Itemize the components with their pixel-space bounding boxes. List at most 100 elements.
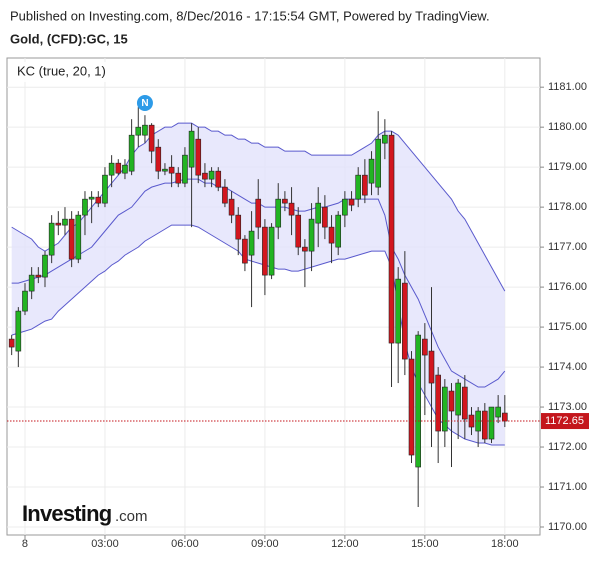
- x-tick-label: 12:00: [331, 538, 359, 550]
- candle-body: [202, 172, 208, 180]
- candle-body: [148, 124, 155, 152]
- candle-body: [42, 254, 48, 278]
- candle-body: [288, 202, 295, 216]
- event-marker-label: N: [141, 98, 148, 109]
- candle-body: [128, 134, 135, 172]
- y-tick-label: 1172.00: [548, 441, 587, 453]
- candle-body: [488, 406, 495, 440]
- candle-body: [482, 410, 488, 440]
- candle-body: [402, 282, 408, 360]
- candle-body: [462, 386, 468, 420]
- candle-body: [302, 246, 308, 252]
- candle-body: [315, 202, 322, 224]
- candle-body: [28, 274, 35, 292]
- candle-body: [348, 198, 355, 206]
- last-price-label: 1172.65: [545, 415, 584, 427]
- candle-body: [295, 214, 302, 248]
- event-marker: [136, 95, 153, 111]
- overlay: 1172.65 N: [7, 95, 589, 430]
- candle-body: [322, 206, 328, 228]
- candle-body: [382, 134, 388, 144]
- candle-body: [242, 238, 248, 264]
- candle-body: [268, 226, 275, 276]
- candle-body: [22, 290, 28, 312]
- candle-body: [48, 222, 55, 256]
- candle-body: [448, 390, 455, 412]
- candle-body: [468, 414, 475, 428]
- candle-body: [235, 214, 242, 240]
- y-tick-label: 1175.00: [548, 321, 587, 333]
- y-tick-label: 1177.00: [548, 241, 587, 253]
- candle-body: [102, 174, 108, 204]
- candle-body: [388, 134, 395, 344]
- y-tick-label: 1171.00: [548, 481, 587, 493]
- last-price-box: [541, 413, 589, 430]
- candle-body: [375, 138, 381, 188]
- candle-body: [35, 274, 42, 278]
- candle-body: [55, 222, 62, 226]
- candle-body: [68, 218, 75, 260]
- candle-body: [8, 338, 15, 348]
- y-tick-label: 1170.00: [548, 521, 587, 533]
- candle-body: [362, 174, 368, 196]
- x-tick-label: 06:00: [171, 538, 199, 550]
- published-line: Published on Investing.com, 8/Dec/2016 -…: [10, 8, 490, 23]
- candle-body: [342, 198, 348, 216]
- candle-body: [122, 164, 128, 174]
- candle-body: [142, 124, 148, 136]
- indicator-label-bg: [12, 62, 118, 82]
- candle-body: [408, 358, 415, 456]
- candle-body: [455, 382, 461, 416]
- channel-lower: [11, 224, 505, 446]
- candle-body: [495, 406, 501, 418]
- candle-body: [422, 338, 428, 356]
- candle-body: [428, 350, 435, 384]
- candle-body: [222, 186, 228, 204]
- candle-body: [115, 162, 122, 174]
- candle-body: [395, 278, 401, 344]
- candle-body: [75, 214, 82, 260]
- candle-body: [162, 168, 168, 172]
- candle-body: [155, 146, 162, 172]
- candle-body: [108, 162, 115, 176]
- y-tick-label: 1173.00: [548, 401, 587, 413]
- candle-body: [82, 198, 88, 216]
- logo-suffix: .com: [115, 508, 148, 525]
- symbol-title: Gold, (CFD):GC, 15: [10, 31, 128, 46]
- candle-body: [308, 218, 315, 252]
- x-tick-label: 03:00: [91, 538, 119, 550]
- y-tick-label: 1178.00: [548, 201, 587, 213]
- candle-body: [442, 386, 448, 432]
- x-tick-label: 18:00: [491, 538, 519, 550]
- candle-body: [368, 158, 375, 184]
- y-tick-label: 1180.00: [548, 121, 587, 133]
- candle-body: [195, 138, 202, 176]
- candle-body: [435, 374, 441, 432]
- candle-body: [135, 126, 142, 136]
- candle-body: [248, 230, 255, 256]
- logo: Investing: [22, 501, 111, 526]
- channel-upper: [11, 122, 506, 292]
- x-tick-label: 15:00: [411, 538, 439, 550]
- y-tick-label: 1174.00: [548, 361, 587, 373]
- candle-body: [262, 226, 268, 276]
- candle-body: [168, 166, 175, 174]
- candle-body: [275, 198, 282, 228]
- candle-body: [215, 170, 222, 188]
- candle-body: [88, 196, 95, 200]
- candle-body: [175, 172, 182, 184]
- candle-body: [355, 174, 362, 200]
- x-tick-label: 09:00: [251, 538, 279, 550]
- candle-body: [208, 170, 215, 180]
- candle-body: [188, 130, 195, 168]
- x-tick-label: 8: [22, 538, 28, 550]
- candle-body: [328, 226, 335, 244]
- y-tick-label: 1179.00: [548, 161, 587, 173]
- candle-body: [15, 310, 22, 352]
- candles: [8, 107, 508, 508]
- y-tick-label: 1181.00: [548, 81, 587, 93]
- candle-body: [335, 214, 342, 248]
- candle-body: [228, 198, 235, 216]
- candle-body: [282, 198, 288, 204]
